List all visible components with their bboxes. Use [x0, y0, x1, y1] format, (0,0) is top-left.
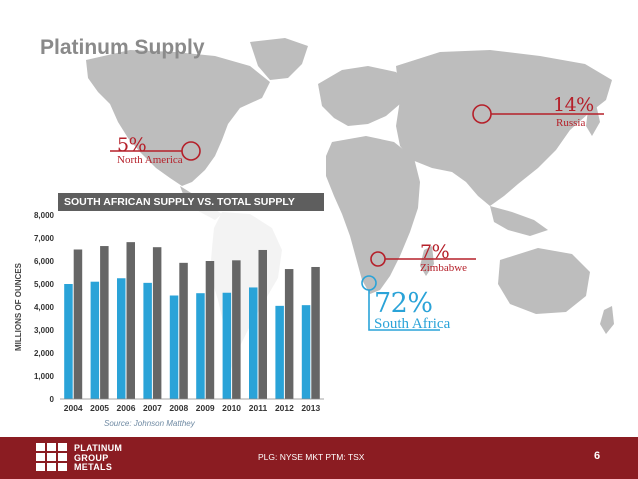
y-tick-label-5000: 5,000	[34, 280, 55, 289]
x-tick-label-2004: 2004	[64, 403, 83, 413]
slide-title: Platinum Supply	[40, 36, 205, 59]
x-tick-label-2008: 2008	[169, 403, 188, 413]
bar-series1-2008	[169, 295, 179, 399]
y-tick-label-0: 0	[50, 395, 55, 404]
page-number: 6	[594, 450, 601, 462]
y-tick-label-7000: 7,000	[34, 234, 55, 243]
chart-source: Source: Johnson Matthey	[104, 419, 195, 428]
russia-label: Russia	[556, 117, 586, 129]
map-new-zealand	[600, 306, 614, 334]
bar-series2-2004	[73, 249, 83, 399]
bar-series2-2009	[205, 261, 215, 399]
map-north-america	[86, 50, 270, 186]
logo-line-2: GROUP	[74, 452, 109, 463]
bar-series1-2011	[249, 287, 258, 399]
logo-mark-icon	[36, 443, 68, 473]
footer-bar	[0, 437, 638, 479]
y-axis-label: MILLIONS OF OUNCES	[14, 262, 23, 351]
bar-series1-2006	[117, 278, 126, 399]
x-tick-label-2013: 2013	[301, 403, 320, 413]
y-tick-label-4000: 4,000	[34, 303, 55, 312]
x-tick-label-2009: 2009	[196, 403, 215, 413]
x-tick-label-2010: 2010	[222, 403, 241, 413]
bar-series1-2004	[64, 284, 73, 399]
bar-series1-2009	[196, 293, 205, 399]
bar-series2-2010	[232, 260, 241, 399]
logo-line-1: PLATINUM	[74, 443, 123, 453]
logo-line-3: METALS	[74, 462, 113, 472]
bar-series2-2013	[311, 266, 320, 399]
map-asia	[396, 50, 612, 206]
bar-series1-2013	[301, 305, 311, 399]
supply-bar-chart: 2004 2005 2006 2007 2008 2009 2010 2011 2012 2013…	[14, 211, 324, 413]
zimbabwe-percent: 7%	[420, 241, 450, 263]
south-africa-label: South Africa	[374, 316, 451, 332]
north-america-label: North America	[117, 154, 183, 166]
russia-percent: 14%	[553, 94, 594, 116]
map-madagascar	[420, 246, 434, 276]
logo-text: PLATINUM GROUP METALS	[74, 443, 123, 473]
y-tick-label-6000: 6,000	[34, 257, 55, 266]
bar-series1-2005	[90, 281, 100, 399]
zimbabwe-label: Zimbabwe	[420, 262, 468, 274]
bar-series2-2005	[100, 246, 109, 399]
map-greenland	[250, 38, 308, 80]
x-tick-label-2006: 2006	[117, 403, 136, 413]
chart-title: SOUTH AFRICAN SUPPLY VS. TOTAL SUPPLY	[58, 193, 324, 211]
map-australia	[498, 248, 590, 314]
bar-series2-2011	[258, 249, 267, 399]
south-africa-percent: 72%	[374, 288, 433, 319]
y-tick-label-8000: 8,000	[34, 211, 55, 220]
x-tick-label-2005: 2005	[90, 403, 109, 413]
x-tick-label-2007: 2007	[143, 403, 162, 413]
bar-series2-2012	[284, 269, 294, 399]
bar-series2-2006	[126, 242, 135, 399]
ticker-symbols: PLG: NYSE MKT PTM: TSX	[258, 452, 365, 462]
map-japan	[586, 104, 600, 136]
callout-lines	[110, 104, 604, 331]
y-tick-label-1000: 1,000	[34, 372, 55, 381]
y-tick-label-2000: 2,000	[34, 349, 55, 358]
north-america-percent: 5%	[117, 134, 147, 156]
map-europe	[318, 66, 408, 126]
map-southeast-asia	[490, 206, 548, 236]
bar-series1-2010	[222, 292, 232, 399]
bar-series1-2012	[275, 305, 284, 399]
y-tick-label-3000: 3,000	[34, 326, 55, 335]
bar-series2-2008	[179, 262, 188, 399]
x-tick-label-2011: 2011	[249, 403, 268, 413]
map-africa	[326, 136, 420, 294]
x-tick-label-2012: 2012	[275, 403, 294, 413]
company-logo: PLATINUM GROUP METALS	[36, 443, 196, 473]
bar-series1-2007	[143, 282, 152, 399]
bar-series2-2007	[152, 247, 162, 399]
